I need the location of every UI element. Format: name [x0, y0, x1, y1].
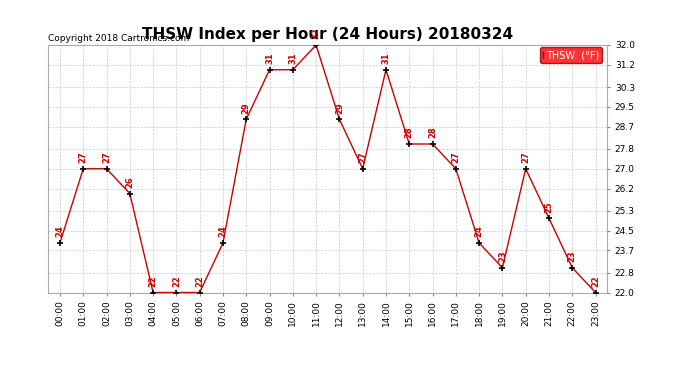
Title: THSW Index per Hour (24 Hours) 20180324: THSW Index per Hour (24 Hours) 20180324	[142, 27, 513, 42]
Text: 32: 32	[312, 28, 321, 39]
Text: 23: 23	[498, 251, 507, 262]
Text: 31: 31	[382, 53, 391, 64]
Text: 25: 25	[544, 201, 553, 213]
Text: 29: 29	[241, 102, 250, 114]
Text: 22: 22	[148, 275, 157, 287]
Text: 22: 22	[195, 275, 204, 287]
Text: 27: 27	[102, 152, 111, 163]
Text: 27: 27	[358, 152, 367, 163]
Text: 28: 28	[428, 127, 437, 138]
Text: 22: 22	[172, 275, 181, 287]
Text: Copyright 2018 Cartronics.com: Copyright 2018 Cartronics.com	[48, 33, 190, 42]
Text: 24: 24	[475, 226, 484, 237]
Text: 24: 24	[219, 226, 228, 237]
Text: 31: 31	[265, 53, 274, 64]
Text: 27: 27	[451, 152, 460, 163]
Legend: THSW  (°F): THSW (°F)	[540, 47, 602, 63]
Text: 26: 26	[126, 176, 135, 188]
Text: 31: 31	[288, 53, 297, 64]
Text: 28: 28	[405, 127, 414, 138]
Text: 24: 24	[55, 226, 64, 237]
Text: 29: 29	[335, 102, 344, 114]
Text: 27: 27	[521, 152, 530, 163]
Text: 23: 23	[568, 251, 577, 262]
Text: 27: 27	[79, 152, 88, 163]
Text: 22: 22	[591, 275, 600, 287]
